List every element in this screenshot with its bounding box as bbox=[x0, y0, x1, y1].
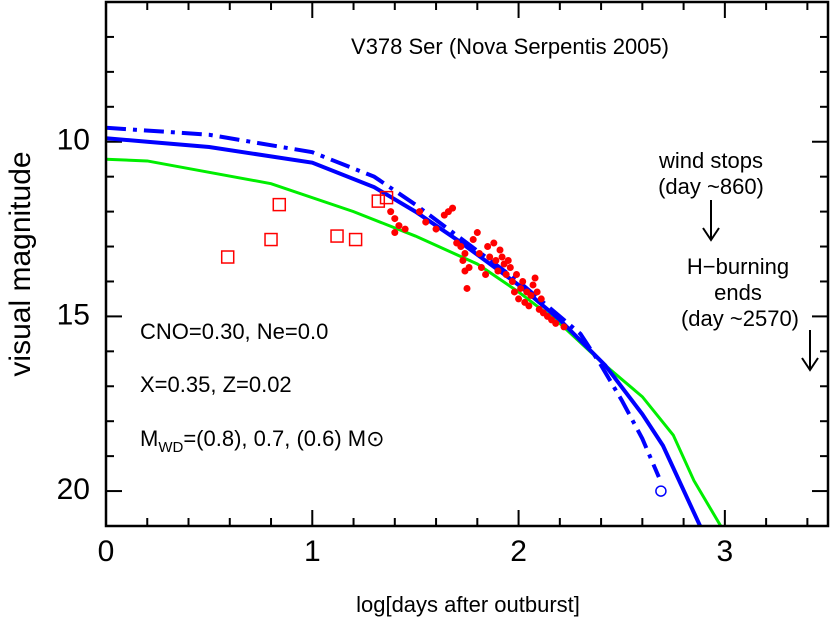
observation-dot bbox=[519, 277, 527, 285]
annotation: MWD=(0.8), 0.7, (0.6) M⊙ bbox=[140, 426, 385, 456]
observation-dot bbox=[387, 208, 395, 216]
observation-dot bbox=[473, 229, 481, 237]
plot-frame bbox=[104, 0, 830, 528]
observation-dot bbox=[461, 250, 469, 258]
annotation: (day ~860) bbox=[658, 174, 764, 199]
observation-dot bbox=[422, 218, 430, 226]
observation-dot bbox=[486, 253, 494, 261]
x-axis-label: log[days after outburst] bbox=[356, 592, 580, 617]
observation-dot bbox=[494, 267, 502, 275]
observation-dot bbox=[484, 243, 492, 251]
x-tick-label: 2 bbox=[510, 535, 527, 568]
model-curve bbox=[106, 125, 661, 478]
annotation-part: M bbox=[140, 426, 158, 451]
observation-dot bbox=[502, 270, 510, 278]
observation-dot bbox=[529, 281, 537, 289]
observation-dot bbox=[469, 236, 477, 244]
chart-title: V378 Ser (Nova Serpentis 2005) bbox=[351, 34, 669, 59]
observation-dot bbox=[515, 295, 523, 303]
annotation: wind stops bbox=[658, 148, 763, 173]
annotation: CNO=0.30, Ne=0.0 bbox=[140, 319, 328, 344]
observation-square bbox=[264, 232, 278, 247]
observation-dot bbox=[531, 274, 539, 282]
y-tick-label: 15 bbox=[57, 298, 90, 331]
observation-dot bbox=[463, 284, 471, 292]
observation-dot bbox=[517, 284, 525, 292]
x-tick-label: 3 bbox=[717, 535, 734, 568]
observation-dot bbox=[391, 215, 399, 223]
y-axis-label: visual magnitude bbox=[4, 151, 37, 376]
observation-square bbox=[272, 197, 287, 212]
model-curve bbox=[106, 157, 723, 526]
y-tick-label: 20 bbox=[57, 473, 90, 506]
observation-dot bbox=[416, 208, 424, 216]
observation-dot bbox=[552, 319, 560, 327]
arrows bbox=[702, 200, 819, 372]
observation-circle bbox=[655, 485, 667, 497]
observation-square bbox=[348, 232, 363, 247]
observation-dot bbox=[560, 323, 568, 331]
observation-dot bbox=[395, 222, 403, 230]
observation-dot bbox=[525, 302, 533, 310]
observation-dot bbox=[449, 204, 457, 212]
observation-dot bbox=[465, 263, 473, 271]
observation-square bbox=[379, 190, 394, 205]
annotation: X=0.35, Z=0.02 bbox=[140, 372, 292, 397]
y-tick-label: 10 bbox=[57, 124, 90, 157]
observation-dot bbox=[527, 291, 535, 299]
x-tick-label: 1 bbox=[304, 535, 321, 568]
observation-dot bbox=[475, 250, 483, 258]
observation-dot bbox=[391, 229, 399, 237]
annotation: (day ~2570) bbox=[681, 306, 799, 331]
observation-square bbox=[371, 194, 386, 208]
observation-dot bbox=[506, 263, 514, 271]
observation-square bbox=[330, 229, 344, 243]
annotation: H−burning bbox=[687, 254, 789, 279]
observation-dot bbox=[457, 243, 465, 251]
observation-dot bbox=[510, 288, 518, 296]
observation-dot bbox=[533, 288, 541, 296]
observation-dot bbox=[459, 257, 467, 265]
observation-dot bbox=[537, 295, 545, 303]
annotation-part: =(0.8), 0.7, (0.6) M⊙ bbox=[183, 426, 384, 451]
observation-dot bbox=[498, 253, 506, 261]
annotation: ends bbox=[714, 280, 762, 305]
observation-dot bbox=[432, 225, 440, 233]
x-tick-label: 0 bbox=[98, 535, 115, 568]
observation-dot bbox=[490, 239, 498, 247]
observation-dot bbox=[477, 263, 485, 271]
observation-dot bbox=[401, 225, 409, 233]
observation-square bbox=[220, 250, 235, 264]
observation-dot bbox=[496, 246, 504, 254]
annotation-sub: WD bbox=[158, 439, 183, 456]
observation-dot bbox=[482, 270, 490, 278]
observation-dot bbox=[492, 257, 500, 265]
observation-dot bbox=[504, 257, 512, 265]
observation-dot bbox=[508, 277, 516, 285]
observation-dot bbox=[513, 270, 521, 278]
